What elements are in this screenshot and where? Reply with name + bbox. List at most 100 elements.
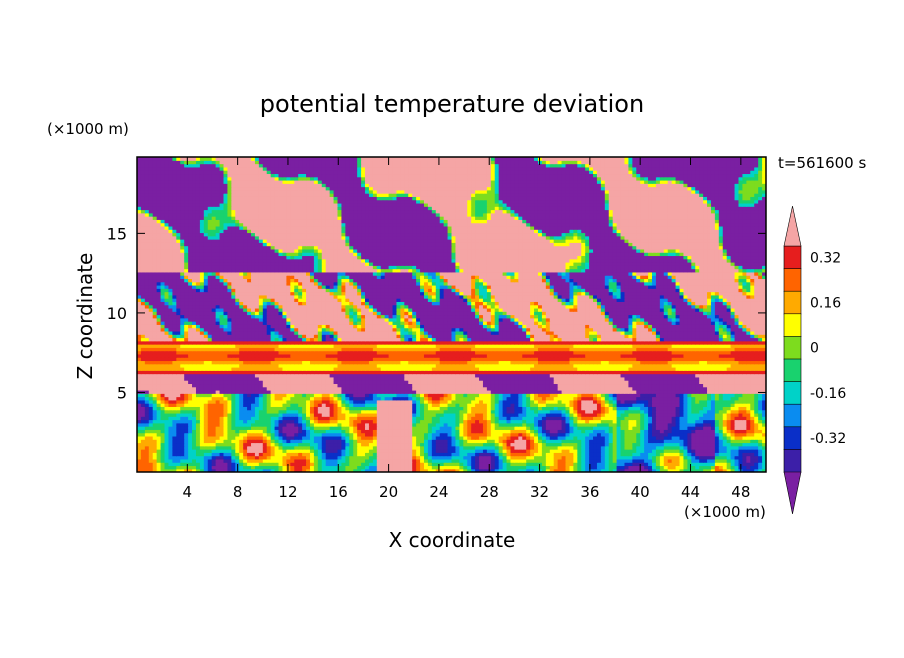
field-cell xyxy=(243,422,248,427)
field-cell xyxy=(471,412,476,417)
field-cell xyxy=(439,426,445,430)
field-cell xyxy=(254,455,260,460)
field-cell xyxy=(384,370,390,375)
field-cell xyxy=(278,419,284,424)
field-cell xyxy=(549,416,555,421)
field-cell xyxy=(235,393,240,398)
field-cell xyxy=(372,422,378,427)
field-cell xyxy=(160,386,166,391)
field-cell xyxy=(337,380,343,385)
field-cell xyxy=(396,396,401,401)
field-cell xyxy=(463,370,468,375)
field-cell xyxy=(541,432,547,437)
field-cell xyxy=(549,396,555,401)
field-cell xyxy=(695,399,700,404)
field-cell xyxy=(219,409,225,414)
field-cell xyxy=(365,449,370,453)
field-cell xyxy=(341,432,346,437)
field-cell xyxy=(416,439,421,444)
field-cell xyxy=(365,422,370,427)
field-cell xyxy=(325,432,331,437)
field-cell xyxy=(345,455,350,460)
field-cell xyxy=(553,393,559,398)
field-cell xyxy=(392,383,398,388)
field-cell xyxy=(400,468,405,472)
field-cell xyxy=(510,462,515,467)
field-cell xyxy=(435,426,441,430)
field-cell xyxy=(490,416,496,421)
field-cell xyxy=(184,396,189,401)
field-cell xyxy=(541,370,547,375)
field-cell xyxy=(325,422,331,427)
field-cell xyxy=(286,380,291,385)
field-cell xyxy=(156,373,162,378)
field-cell xyxy=(199,370,205,375)
field-cell xyxy=(294,439,299,444)
field-cell xyxy=(526,468,531,472)
field-cell xyxy=(227,442,232,447)
field-cell xyxy=(298,412,303,417)
field-cell xyxy=(286,465,291,470)
field-cell xyxy=(290,449,295,453)
field-cell xyxy=(573,373,578,378)
field-cell xyxy=(160,435,166,440)
field-cell xyxy=(431,442,437,447)
field-cell xyxy=(758,426,763,430)
field-cell xyxy=(663,426,669,430)
field-cell xyxy=(439,396,445,401)
field-cell xyxy=(479,370,484,375)
field-cell xyxy=(195,399,201,404)
field-cell xyxy=(479,376,484,381)
field-cell xyxy=(223,458,229,463)
field-cell xyxy=(140,412,146,417)
field-cell xyxy=(290,465,295,470)
field-cell xyxy=(762,445,766,450)
field-cell xyxy=(258,422,264,427)
field-cell xyxy=(302,439,307,444)
field-cell xyxy=(439,416,445,421)
field-cell xyxy=(557,458,563,463)
field-cell xyxy=(691,462,696,467)
field-cell xyxy=(282,445,287,450)
field-cell xyxy=(722,462,728,467)
field-cell xyxy=(640,380,645,385)
field-cell xyxy=(687,449,692,453)
field-cell xyxy=(671,386,677,391)
field-cell xyxy=(738,442,744,447)
field-cell xyxy=(266,403,272,407)
field-cell xyxy=(463,383,468,388)
field-cell xyxy=(628,468,633,472)
field-cell xyxy=(663,422,669,427)
field-cell xyxy=(471,376,476,381)
field-cell xyxy=(329,465,335,470)
field-cell xyxy=(537,455,543,460)
field-cell xyxy=(321,419,327,424)
field-cell xyxy=(699,442,704,447)
field-cell xyxy=(703,462,708,467)
field-cell xyxy=(313,416,319,421)
field-cell xyxy=(152,370,158,375)
field-cell xyxy=(290,468,295,472)
field-cell xyxy=(640,383,645,388)
field-cell xyxy=(679,432,685,437)
field-cell xyxy=(341,396,346,401)
field-cell xyxy=(526,458,531,463)
field-cell xyxy=(317,406,323,411)
field-cell xyxy=(758,409,763,414)
field-cell xyxy=(722,426,728,430)
field-cell xyxy=(278,380,284,385)
field-cell xyxy=(380,419,386,424)
field-cell xyxy=(608,435,614,440)
field-cell xyxy=(561,432,567,437)
field-cell xyxy=(341,386,346,391)
field-cell xyxy=(687,439,692,444)
field-cell xyxy=(172,367,177,371)
field-cell xyxy=(722,439,728,444)
field-cell xyxy=(160,462,166,467)
field-cell xyxy=(718,373,724,378)
field-cell xyxy=(703,455,708,460)
field-cell xyxy=(479,416,484,421)
field-cell xyxy=(475,462,480,467)
field-cell xyxy=(361,449,366,453)
field-cell xyxy=(628,380,633,385)
